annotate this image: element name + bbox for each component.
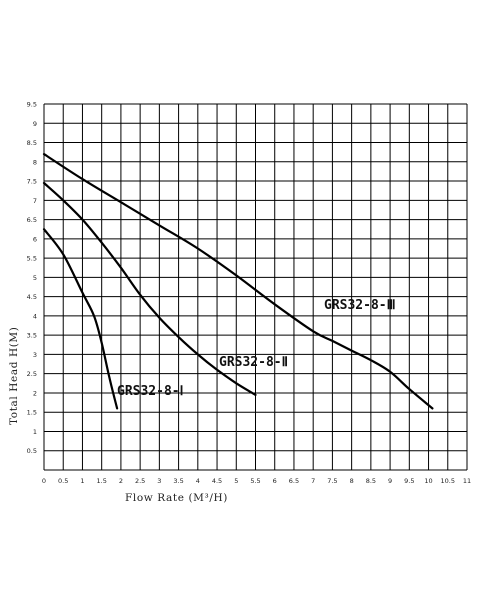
x-tick-label: 7.5	[327, 477, 337, 485]
y-tick-label: 7.5	[27, 178, 37, 186]
x-tick-label: 6.5	[289, 477, 299, 485]
x-tick-label: 4	[196, 477, 200, 485]
x-tick-label: 8.5	[366, 477, 376, 485]
x-tick-label: 0	[42, 477, 46, 485]
x-tick-label: 3	[157, 477, 161, 485]
x-tick-label: 11	[463, 477, 471, 485]
y-tick-label: 9	[33, 120, 37, 128]
x-tick-label: 3.5	[173, 477, 183, 485]
curve-grs32-8-iii	[42, 153, 434, 410]
curve-labels: GRS32-8-Ⅲ GRS32-8-Ⅱ GRS32-8-Ⅰ	[117, 298, 396, 399]
curves	[42, 153, 434, 410]
x-tick-label: 9	[388, 477, 392, 485]
y-tick-label: 0.5	[27, 447, 37, 455]
x-axis-title: Flow Rate (M³/H)	[125, 492, 228, 504]
x-tick-label: 7	[311, 477, 315, 485]
curve-grs32-8-i	[42, 228, 119, 410]
grid	[43, 103, 468, 471]
x-tick-label: 10.5	[441, 477, 455, 485]
y-tick-label: 4	[33, 312, 37, 320]
y-tick-label: 4.5	[27, 293, 37, 301]
curve-grs32-8-ii	[42, 181, 257, 396]
y-tick-label: 3.5	[27, 332, 37, 340]
y-tick-label: 3	[33, 351, 37, 359]
y-tick-label: 7	[33, 197, 37, 205]
x-tick-label: 6	[273, 477, 277, 485]
curve-label-grs32-8-ii: GRS32-8-Ⅱ	[219, 355, 288, 370]
y-tick-label: 2.5	[27, 370, 37, 378]
y-tick-label: 6.5	[27, 216, 37, 224]
x-tick-label: 10	[424, 477, 432, 485]
x-tick-label: 5.5	[250, 477, 260, 485]
curve-label-grs32-8-iii: GRS32-8-Ⅲ	[324, 298, 396, 313]
y-tick-label: 8	[33, 158, 37, 166]
x-tick-label: 4.5	[212, 477, 222, 485]
y-tick-label: 8.5	[27, 139, 37, 147]
x-tick-label: 8	[350, 477, 354, 485]
y-tick-label: 5.5	[27, 255, 37, 263]
y-tick-label: 1.5	[27, 409, 37, 417]
curve-label-grs32-8-i: GRS32-8-Ⅰ	[117, 384, 183, 399]
y-tick-label: 5	[33, 274, 37, 282]
tick-labels: 0 0.5 1 1.5 2 2.5 3 3.5 4 4.5 5 5.5 6 6.5 7 7.5 8 8.5 9 9.5…	[27, 101, 471, 486]
y-tick-label: 2	[33, 389, 37, 397]
y-tick-label: 9.5	[27, 101, 37, 109]
y-tick-label: 1	[33, 428, 37, 436]
x-tick-label: 0.5	[58, 477, 68, 485]
x-tick-label: 2	[119, 477, 123, 485]
x-tick-label: 2.5	[135, 477, 145, 485]
y-tick-label: 6	[33, 235, 37, 243]
x-tick-label: 5	[234, 477, 238, 485]
x-tick-label: 9.5	[404, 477, 414, 485]
x-tick-label: 1	[80, 477, 84, 485]
y-axis-title: Total Head H(M)	[8, 327, 20, 425]
x-tick-label: 1.5	[97, 477, 107, 485]
